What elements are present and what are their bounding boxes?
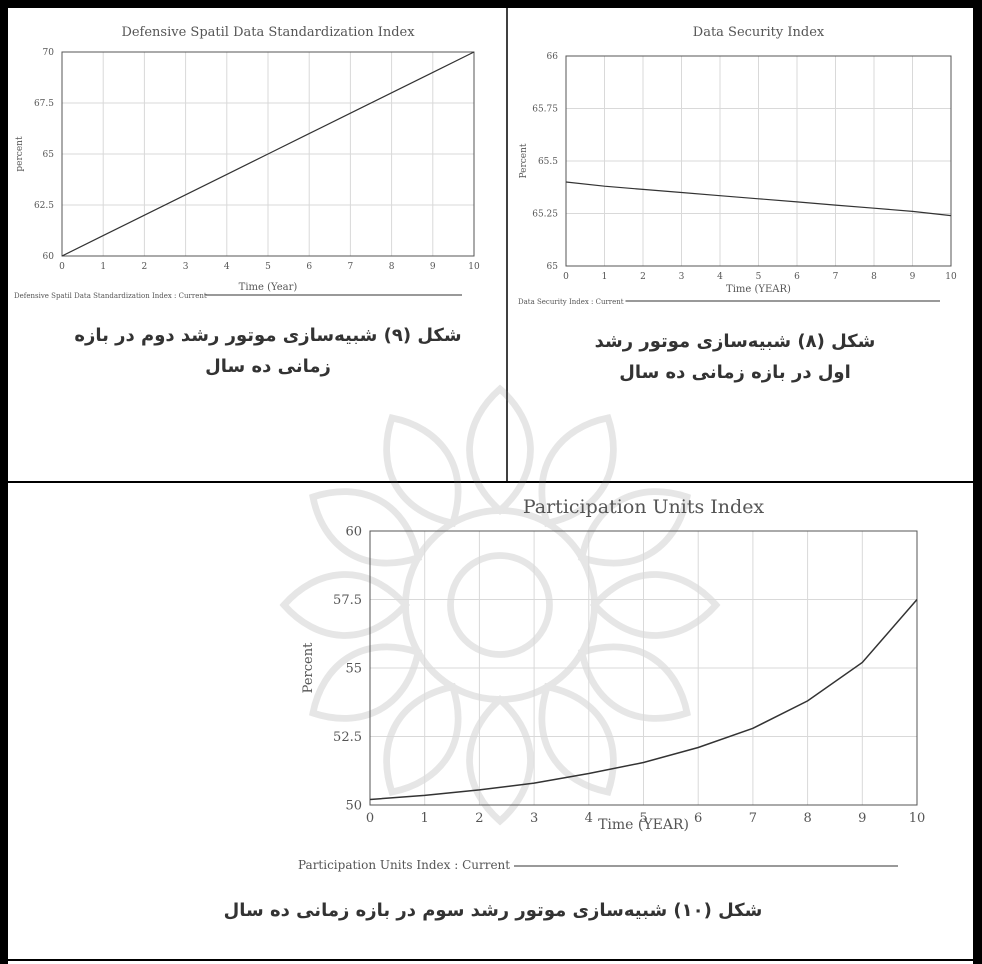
legend-entry: Defensive Spatil Data Standardization In… — [14, 292, 207, 300]
x-tick-label: 3 — [679, 272, 685, 282]
y-tick-label: 52.5 — [333, 730, 362, 745]
x-tick-label: 6 — [306, 262, 312, 272]
chart-title: Defensive Spatil Data Standardization In… — [121, 25, 415, 40]
x-tick-label: 5 — [265, 262, 271, 272]
caption-fig10: شکل (۱۰) شبیه‌سازی موتور رشد سوم در بازه… — [223, 900, 763, 921]
left-border — [0, 0, 8, 964]
y-axis-label: Percent — [301, 642, 316, 693]
y-tick-label: 66 — [547, 52, 559, 62]
x-tick-label: 5 — [639, 811, 647, 826]
x-tick-label: 6 — [694, 811, 702, 826]
x-tick-label: 9 — [430, 262, 436, 272]
x-tick-label: 8 — [803, 811, 811, 826]
caption-fig8: شکل (۸) شبیه‌سازی موتور رشد اول در بازه … — [594, 331, 876, 383]
x-tick-label: 10 — [909, 811, 926, 826]
y-tick-label: 65 — [547, 262, 559, 272]
y-tick-label: 70 — [43, 48, 55, 58]
series-line-current — [61, 51, 475, 257]
x-tick-label: 3 — [183, 262, 189, 272]
x-tick-label: 7 — [749, 811, 757, 826]
y-tick-label: 60 — [345, 524, 362, 539]
x-tick-label: 4 — [585, 811, 593, 826]
x-tick-label: 8 — [389, 262, 395, 272]
y-tick-label: 65.75 — [532, 105, 558, 115]
x-tick-label: 9 — [858, 811, 866, 826]
caption-fig9: شکل (۹) شبیه‌سازی موتور رشد دوم در بازه … — [74, 325, 462, 377]
series-line-current — [565, 181, 952, 217]
x-tick-label: 2 — [640, 272, 646, 282]
chart-title: Data Security Index — [693, 25, 825, 40]
chart-fig10: Participation Units Index 0 1 2 3 4 5 6 7 8 9 10 50 5… — [298, 496, 926, 872]
right-border — [973, 0, 982, 964]
y-tick-label: 55 — [345, 661, 362, 676]
x-tick-label: 1 — [421, 811, 429, 826]
y-tick-label: 60 — [43, 252, 55, 262]
x-tick-label: 9 — [910, 272, 916, 282]
plot-area — [565, 55, 952, 267]
x-tick-label: 0 — [59, 262, 65, 272]
figure-10: Participation Units Index 0 1 2 3 4 5 6 7 8 9 10 50 5… — [8, 483, 974, 959]
x-tick-label: 0 — [563, 272, 569, 282]
figure-9: Defensive Spatil Data Standardization In… — [8, 8, 507, 482]
chart-fig8: Data Security Index 0 1 2 3 4 5 6 7 8 9 10 65 65.25 65… — [518, 25, 957, 306]
y-axis-label: percent — [15, 136, 25, 172]
plot-area — [61, 51, 475, 257]
x-tick-label: 10 — [468, 262, 480, 272]
x-tick-label: 4 — [224, 262, 230, 272]
x-tick-label: 5 — [756, 272, 762, 282]
figure-8: Data Security Index 0 1 2 3 4 5 6 7 8 9 10 65 65.25 65… — [508, 8, 973, 482]
y-axis-label: Percent — [519, 143, 529, 178]
x-tick-label: 3 — [530, 811, 538, 826]
x-tick-label: 6 — [794, 272, 800, 282]
y-tick-label: 62.5 — [34, 201, 54, 211]
x-tick-label: 8 — [871, 272, 877, 282]
x-axis-label: Time (YEAR) — [726, 284, 791, 295]
x-tick-label: 1 — [602, 272, 608, 282]
chart-title: Participation Units Index — [523, 496, 765, 518]
legend-entry: Data Security Index : Current — [518, 298, 624, 306]
x-tick-label: 1 — [100, 262, 106, 272]
x-tick-label: 4 — [717, 272, 723, 282]
x-tick-label: 7 — [833, 272, 839, 282]
y-tick-label: 50 — [345, 798, 362, 813]
y-tick-label: 65.25 — [532, 210, 558, 220]
x-tick-label: 10 — [945, 272, 957, 282]
y-tick-label: 67.5 — [34, 99, 54, 109]
plot-area — [369, 530, 918, 806]
top-border — [0, 0, 982, 8]
x-tick-label: 7 — [348, 262, 354, 272]
chart-fig9: Defensive Spatil Data Standardization In… — [14, 25, 480, 300]
x-tick-label: 2 — [475, 811, 483, 826]
x-tick-label: 0 — [366, 811, 374, 826]
x-axis-label: Time (Year) — [239, 282, 298, 293]
y-tick-label: 65.5 — [538, 157, 558, 167]
series-line-current — [369, 599, 918, 801]
x-tick-label: 2 — [142, 262, 148, 272]
y-tick-label: 57.5 — [333, 593, 362, 608]
y-tick-label: 65 — [43, 150, 55, 160]
x-axis-label: Time (YEAR) — [598, 817, 689, 833]
legend-entry: Participation Units Index : Current — [298, 858, 510, 872]
